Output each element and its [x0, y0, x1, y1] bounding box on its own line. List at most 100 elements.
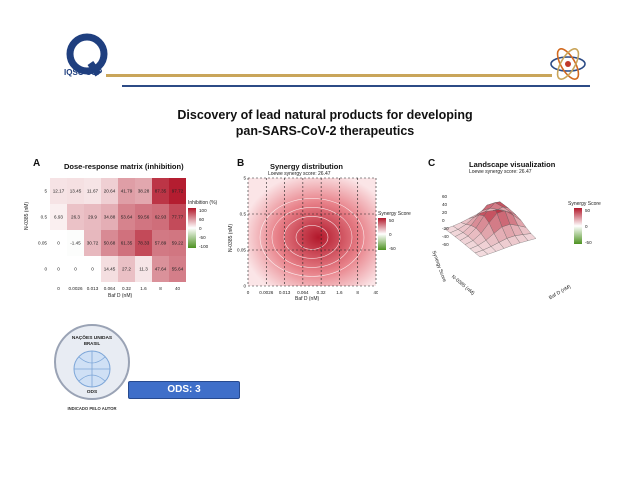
- contour-line: [271, 207, 353, 268]
- panel-b-title: Synergy distribution: [270, 162, 343, 171]
- heatmap-cell: [152, 178, 169, 204]
- x-tick-label: 0.013: [87, 286, 99, 291]
- heatmap-cell: [169, 256, 186, 282]
- z-tick-label: 0: [442, 218, 445, 223]
- heatmap-cell-value: 13.45: [70, 189, 82, 194]
- x-tick-label: 0.013: [279, 290, 291, 295]
- header-rule-gold: [106, 74, 552, 77]
- heatmap-cell: [84, 230, 101, 256]
- heatmap-cell: [101, 204, 118, 230]
- legend-a-tick-2: 60: [199, 217, 205, 222]
- legend-c-tick-3: -50: [585, 240, 592, 245]
- heatmap-cell: [101, 178, 118, 204]
- panel-b-legend-title: Synergy Score: [378, 211, 411, 217]
- heatmap-cell-value: 26.3: [71, 215, 80, 220]
- panel-b-ylabel: N-0385 (nM): [228, 223, 234, 252]
- legend-b-tick-3: -50: [389, 246, 396, 251]
- panel-c-legend: 50 0 -50: [574, 208, 592, 245]
- heatmap-cell-value: 0: [91, 267, 94, 272]
- heatmap-cell: [152, 256, 169, 282]
- logo-text: IQSC USP: [64, 68, 103, 77]
- legend-a-tick-4: -50: [199, 235, 206, 240]
- y-tick-label: 5: [243, 176, 246, 181]
- ods-badge: NAÇÕES UNIDAS BRASIL ODS INDICADO PELO A…: [54, 324, 130, 411]
- heatmap-cell: [67, 204, 84, 230]
- heatmap-cell: [67, 256, 84, 282]
- x-tick-label: 1.6: [336, 290, 343, 295]
- ods-badge-line4: INDICADO PELO AUTOR: [67, 406, 116, 411]
- heatmap-cell: [169, 178, 186, 204]
- ods-badge-line3: ODS: [87, 389, 98, 395]
- heatmap-cell-value: 59.56: [138, 215, 150, 220]
- panel-a-legend: 100 60 0 -50 -100: [188, 208, 209, 249]
- heatmap-cell-value: 0: [74, 267, 77, 272]
- panel-a-heatmap: 12.17 13.45 11.67 20.64 41.79 38.28 87.35 97.72…: [38, 178, 186, 291]
- legend-a-tick-1: 100: [199, 208, 207, 213]
- legend-b-tick-2: 0: [389, 232, 392, 237]
- heatmap-cell-value: 6.93: [54, 215, 63, 220]
- heatmap-cell: [67, 178, 84, 204]
- contour-line: [295, 225, 329, 250]
- z-tick-label: -60: [442, 242, 449, 247]
- title-line-2: pan-SARS-CoV-2 therapeutics: [235, 124, 415, 138]
- y-tick-label: 0.05: [237, 248, 246, 253]
- panel-a-xlabel: Baf D (nM): [108, 293, 133, 299]
- heatmap-cell-value: 53.64: [121, 215, 133, 220]
- x-tick-label: 40: [175, 286, 181, 291]
- slide-title: Discovery of lead natural products for d…: [160, 107, 490, 139]
- heatmap-cell-value: 12.17: [53, 189, 65, 194]
- heatmap-cell-value: 77.77: [172, 215, 184, 220]
- y-tick-label: 0: [243, 284, 246, 289]
- heatmap-cell-value: 29.9: [88, 215, 97, 220]
- panel-c-legend-title: Synergy Score: [568, 201, 601, 207]
- heatmap-cell-value: 59.22: [172, 241, 184, 246]
- x-tick-label: 0.064: [297, 290, 309, 295]
- y-tick-label: 0.5: [240, 212, 247, 217]
- y-tick-label: 0.5: [41, 215, 48, 220]
- z-tick-label: -40: [442, 234, 449, 239]
- x-tick-label: 0.0026: [259, 290, 273, 295]
- panel-c-title: Landscape visualization: [469, 160, 556, 169]
- x-tick-label: 1.6: [140, 286, 147, 291]
- ods-badge-line1: NAÇÕES UNIDAS: [72, 334, 113, 341]
- heatmap-cell: [67, 230, 84, 256]
- y-tick-label: 0: [44, 267, 47, 272]
- z-tick-label: 40: [442, 202, 448, 207]
- heatmap-cell: [50, 178, 67, 204]
- iqsc-logo: [66, 33, 108, 77]
- heatmap-cell: [118, 204, 135, 230]
- legend-c-tick-1: 50: [585, 208, 591, 213]
- x-tick-label: 40: [373, 290, 378, 295]
- heatmap-cell: [152, 230, 169, 256]
- heatmap-cell-value: 20.64: [104, 189, 116, 194]
- heatmap-cell: [135, 230, 152, 256]
- z-tick-label: -20: [442, 226, 449, 231]
- atom-logo: [550, 48, 586, 80]
- heatmap-cell: [169, 230, 186, 256]
- panel-c-landscape: 60 40 20 0 -20 -40 -60: [442, 194, 537, 258]
- panel-a-title: Dose-response matrix (inhibition): [64, 162, 184, 171]
- heatmap-cell-value: 41.79: [121, 189, 133, 194]
- contour-line: [259, 198, 365, 277]
- surface-facet: [492, 209, 507, 212]
- heatmap-cell: [50, 230, 67, 256]
- x-tick-label: 0.32: [122, 286, 131, 291]
- x-tick-label: 0.064: [104, 286, 116, 291]
- legend-a-tick-3: 0: [199, 226, 202, 231]
- heatmap-cell: [84, 178, 101, 204]
- legend-a-tick-5: -100: [199, 244, 209, 249]
- x-tick-label: 8: [159, 286, 162, 291]
- heatmap-cell-value: 87.35: [155, 189, 167, 194]
- heatmap-cell-value: 14.45: [104, 267, 116, 272]
- heatmap-cell-value: 61.35: [121, 241, 133, 246]
- heatmap-cell: [50, 256, 67, 282]
- x-tick-label: 0: [247, 290, 250, 295]
- panel-c-subtitle: Loewe synergy score: 26.47: [469, 169, 532, 175]
- x-tick-label: 0.0026: [68, 286, 82, 291]
- heatmap-cell: [118, 178, 135, 204]
- x-tick-label: 0: [57, 286, 60, 291]
- heatmap-cell-value: 11.67: [87, 189, 99, 194]
- heatmap-cell-value: 78.33: [138, 241, 150, 246]
- panel-b-letter: B: [237, 158, 245, 169]
- panel-b-legend: 50 0 -50: [378, 218, 396, 251]
